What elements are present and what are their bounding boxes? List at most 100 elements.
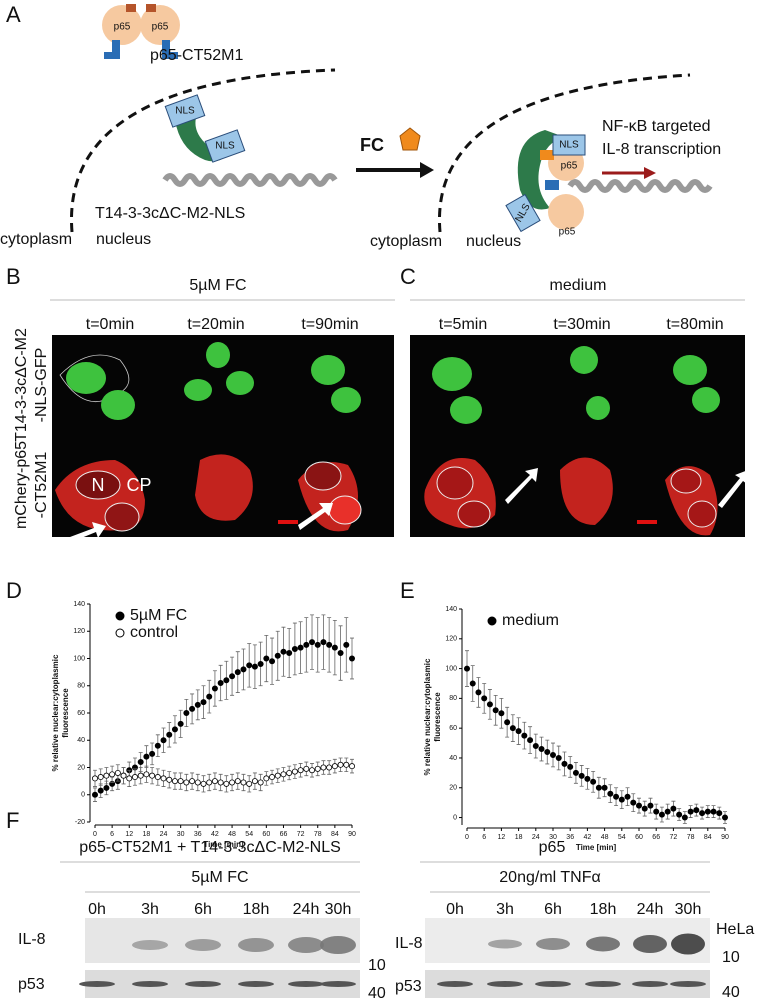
marker xyxy=(630,799,637,806)
condition-label: 20ng/ml TNFα xyxy=(499,869,600,886)
time-label: 24h xyxy=(293,901,320,918)
marker xyxy=(538,746,545,753)
x-tick-label: 30 xyxy=(177,831,185,838)
marker xyxy=(348,655,355,662)
marker xyxy=(257,660,264,667)
marker xyxy=(653,808,660,815)
annotation: CP xyxy=(126,475,151,495)
x-tick-label: 18 xyxy=(143,831,151,838)
marker xyxy=(269,774,276,781)
time-label: 0h xyxy=(88,901,106,918)
band xyxy=(437,981,473,987)
band xyxy=(185,939,221,951)
x-tick-label: 54 xyxy=(245,831,253,838)
compartment-label: nucleus xyxy=(96,231,151,248)
marker xyxy=(509,725,516,732)
marker xyxy=(177,720,184,727)
legend-marker xyxy=(115,611,125,621)
marker xyxy=(223,780,230,787)
series xyxy=(92,614,355,802)
marker xyxy=(126,775,133,782)
marker xyxy=(337,761,344,768)
band xyxy=(585,981,621,987)
time-label: 6h xyxy=(544,901,562,918)
marker xyxy=(658,811,665,818)
panel-label: D xyxy=(6,578,22,603)
x-tick-label: 12 xyxy=(498,834,506,841)
marker xyxy=(154,742,161,749)
inducer-icon xyxy=(399,127,421,151)
marker xyxy=(166,731,173,738)
marker xyxy=(492,707,499,714)
marker xyxy=(200,780,207,787)
marker xyxy=(710,808,717,815)
marker xyxy=(251,663,258,670)
band xyxy=(132,981,168,987)
western-blot xyxy=(85,918,710,998)
condition-label: 5µM FC xyxy=(191,869,248,886)
annotation: N xyxy=(92,475,105,495)
blot-header: p65 xyxy=(539,839,566,856)
time-label: 6h xyxy=(194,901,212,918)
marker xyxy=(624,793,631,800)
marker xyxy=(498,710,505,717)
x-tick-label: 24 xyxy=(160,831,168,838)
row-label: T14-3-3cΔC-M2 xyxy=(13,328,30,442)
y-tick-label: 120 xyxy=(445,636,457,643)
x-tick-label: 60 xyxy=(635,834,643,841)
y-tick-label: 120 xyxy=(73,628,85,635)
time-label: 30h xyxy=(325,901,352,918)
time-label: 30h xyxy=(675,901,702,918)
marker xyxy=(246,662,253,669)
series xyxy=(463,650,729,824)
arrow-head xyxy=(420,162,434,178)
x-tick-label: 36 xyxy=(566,834,574,841)
time-label: 0h xyxy=(446,901,464,918)
condition-label: 5µM FC xyxy=(189,277,246,294)
marker xyxy=(584,775,591,782)
band xyxy=(185,981,221,987)
marker xyxy=(234,778,241,785)
y-tick-label: 100 xyxy=(73,655,85,662)
row-label: -CT52M1 xyxy=(33,452,50,519)
marker xyxy=(257,779,264,786)
compartment-label: nucleus xyxy=(466,233,521,250)
marker xyxy=(314,765,321,772)
marker xyxy=(274,772,281,779)
marker xyxy=(716,810,723,817)
marker xyxy=(229,779,236,786)
marker xyxy=(137,759,144,766)
x-tick-label: 90 xyxy=(348,831,356,838)
marker xyxy=(343,761,350,768)
marker xyxy=(137,772,144,779)
protein-label: p65 xyxy=(152,22,169,33)
band xyxy=(487,981,523,987)
y-tick-label: 140 xyxy=(445,606,457,613)
dna xyxy=(567,179,713,193)
x-tick-label: 0 xyxy=(465,834,469,841)
marker xyxy=(97,774,104,781)
x-tick-label: 60 xyxy=(262,831,270,838)
time-label: t=80min xyxy=(666,316,723,333)
x-axis-label: Time [min] xyxy=(203,840,244,849)
marker xyxy=(223,677,230,684)
x-tick-label: 72 xyxy=(297,831,305,838)
nls-label: NLS xyxy=(215,141,235,152)
time-label: 3h xyxy=(496,901,514,918)
band xyxy=(535,981,571,987)
marker xyxy=(687,808,694,815)
marker xyxy=(303,765,310,772)
marker xyxy=(331,763,338,770)
marker xyxy=(475,689,482,696)
marker xyxy=(641,805,648,812)
blot-label: p53 xyxy=(18,976,45,993)
x-tick-label: 48 xyxy=(601,834,609,841)
x-tick-label: 90 xyxy=(721,834,729,841)
adapter-protein xyxy=(175,112,230,162)
panel-label: F xyxy=(6,808,19,833)
marker xyxy=(314,641,321,648)
band xyxy=(288,981,324,987)
x-tick-label: 66 xyxy=(280,831,288,838)
panel-label: B xyxy=(6,264,21,289)
